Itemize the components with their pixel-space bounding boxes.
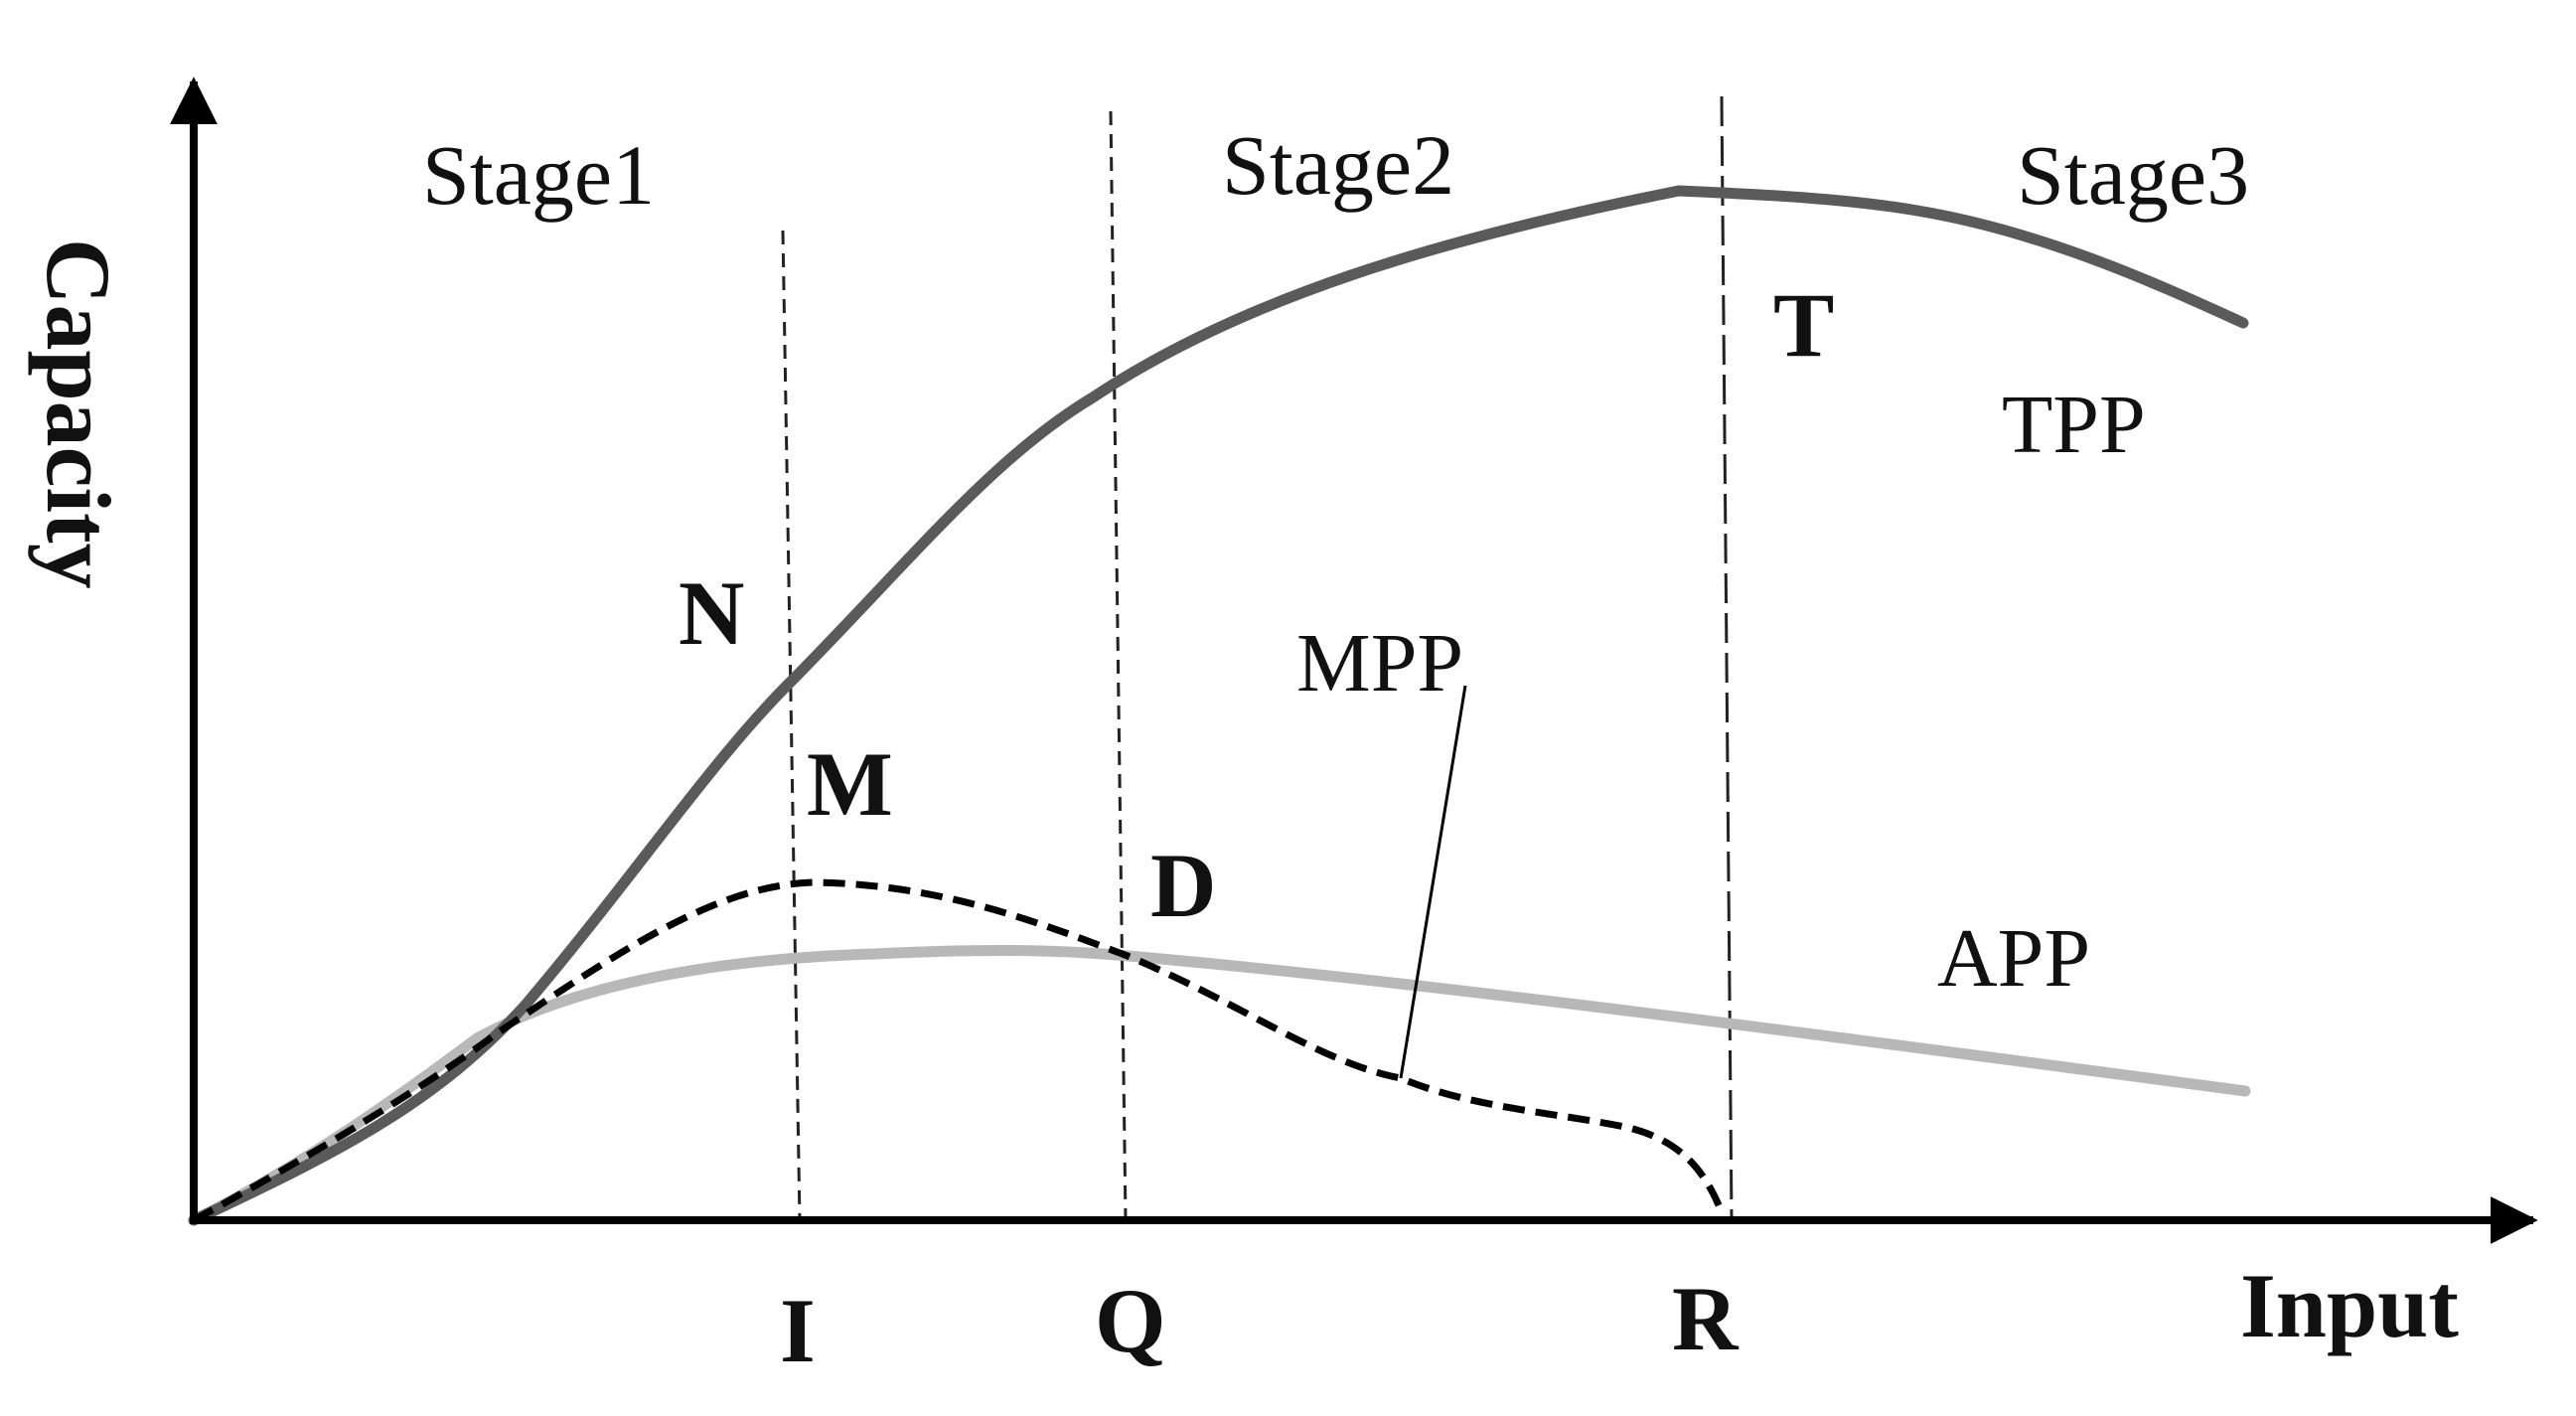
- marker-q-label: Q: [1095, 1270, 1166, 1371]
- mpp-leader-line: [1399, 685, 1467, 1079]
- stage2-label: Stage2: [1222, 117, 1454, 213]
- mpp-curve: [192, 878, 1726, 1224]
- x-axis-title: Input: [2240, 1255, 2459, 1356]
- stage3-label: Stage3: [2017, 127, 2249, 223]
- point-d-label: D: [1150, 835, 1216, 936]
- divider-r: [1720, 95, 1734, 1221]
- divider-i: [781, 230, 802, 1221]
- point-n-label: N: [679, 562, 744, 664]
- marker-i-label: I: [780, 1280, 816, 1381]
- point-t-label: T: [1773, 274, 1834, 376]
- y-axis-title: Capacity: [28, 238, 129, 589]
- stage1-label: Stage1: [422, 127, 655, 223]
- mpp-label: MPP: [1296, 617, 1463, 709]
- point-m-label: M: [807, 733, 893, 835]
- marker-r-label: R: [1672, 1268, 1740, 1369]
- tpp-curve: [188, 185, 2249, 1226]
- app-curve: [188, 944, 2251, 1226]
- divider-q: [1109, 110, 1128, 1221]
- tpp-label: TPP: [2002, 379, 2146, 471]
- app-label: APP: [1937, 912, 2090, 1005]
